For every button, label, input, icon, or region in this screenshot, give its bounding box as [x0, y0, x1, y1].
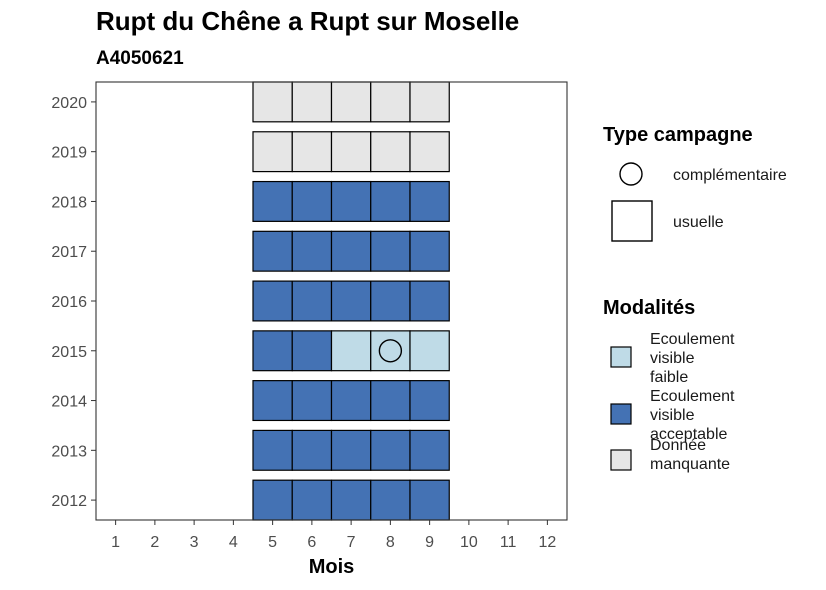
heatmap-cell-2017-6: [291, 230, 333, 272]
heatmap-cell-2017-5: [252, 230, 293, 272]
legend-modality-label-line: faible: [650, 369, 688, 386]
complementary-marker-2015-8: [378, 339, 403, 363]
x-tick-label: 9: [425, 534, 434, 551]
heatmap-cell-2020-8: [370, 81, 411, 123]
heatmap-cell-2013-6: [291, 429, 333, 471]
heatmap-cell-2016-8: [370, 280, 411, 322]
y-axis: 2012 2013 2014 2015 2016 2017 2018 2019 2020: [51, 95, 96, 510]
x-tick-label: 1: [111, 534, 120, 551]
heatmap-cell-2017-9: [409, 230, 450, 272]
legend-campaign-label: usuelle: [673, 214, 724, 231]
y-tick-label: 2017: [51, 244, 87, 261]
heatmap-cell-2014-6: [291, 380, 333, 422]
heatmap-cell-2020-6: [291, 81, 333, 123]
heatmap-cell-2013-7: [330, 429, 372, 471]
legend-modality-label-line: acceptable: [650, 426, 727, 443]
legend-swatch-faible: [610, 346, 632, 368]
x-tick-label: 3: [190, 534, 199, 551]
heatmap-cell-2017-7: [330, 230, 372, 272]
heatmap-cell-2012-8: [370, 479, 411, 521]
y-tick-label: 2019: [51, 145, 87, 162]
heatmap-cell-2016-7: [330, 280, 372, 322]
x-tick-label: 7: [347, 534, 356, 551]
heatmap-cell-2013-5: [252, 429, 293, 471]
heatmap-cell-2019-9: [409, 131, 450, 173]
heatmap-cell-2013-8: [370, 429, 411, 471]
heatmap-cell-2012-6: [291, 479, 333, 521]
heatmap-cell-2015-7: [330, 330, 372, 372]
y-tick-label: 2012: [51, 493, 87, 510]
y-tick-label: 2014: [51, 394, 87, 411]
heatmap-cell-2016-9: [409, 280, 450, 322]
heatmap-cell-2012-9: [409, 479, 450, 521]
legend-modality-label-line: Ecoulement: [650, 331, 735, 348]
heatmap-cell-2018-8: [370, 180, 411, 222]
heatmap-cell-2014-9: [409, 380, 450, 422]
legend-modality-items: Ecoulement visible faible Ecoulement visible…: [610, 331, 735, 473]
x-tick-label: 4: [229, 534, 238, 551]
heatmap-cell-2015-5: [252, 330, 293, 372]
heatmap-cell-2019-6: [291, 131, 333, 173]
heatmap-cell-2016-6: [291, 280, 333, 322]
x-tick-label: 6: [307, 534, 316, 551]
legend-campaign-label: complémentaire: [673, 167, 787, 184]
heatmap-cell-2014-5: [252, 380, 293, 422]
x-tick-label: 12: [538, 534, 556, 551]
x-tick-label: 11: [500, 534, 517, 551]
legend-modality-label-line: Donnée: [650, 437, 706, 454]
heatmap-cell-2020-5: [252, 81, 293, 123]
heatmap-cell-2016-5: [252, 280, 293, 322]
legend-campaign-items: complémentaire usuelle: [611, 162, 787, 242]
x-tick-label: 2: [150, 534, 159, 551]
chart-title: Rupt du Chêne a Rupt sur Moselle: [96, 6, 519, 36]
legend-modality-title: Modalités: [603, 297, 695, 319]
heatmap-cell-2019-5: [252, 131, 293, 173]
heatmap-cell-2018-7: [330, 180, 372, 222]
legend-swatch-acceptable: [610, 403, 632, 425]
heatmap-cell-2017-8: [370, 230, 411, 272]
heatmap-cell-2013-9: [409, 429, 450, 471]
legend: Type campagne complémentaire usuelle Moda…: [603, 124, 787, 473]
x-tick-label: 10: [460, 534, 478, 551]
heatmap-cell-2020-9: [409, 81, 450, 123]
y-tick-label: 2018: [51, 194, 87, 211]
x-tick-label: 8: [386, 534, 395, 551]
legend-circle-key: [619, 162, 643, 186]
y-tick-label: 2020: [51, 95, 87, 112]
chart-subtitle: A4050621: [96, 48, 184, 69]
legend-modality-label-line: Ecoulement: [650, 388, 735, 405]
y-tick-label: 2016: [51, 294, 87, 311]
x-axis-title: Mois: [309, 556, 355, 578]
y-tick-label: 2013: [51, 443, 87, 460]
heatmap-cell-2012-7: [330, 479, 372, 521]
x-tick-label: 5: [268, 534, 277, 551]
heatmap-cell-2018-6: [291, 180, 333, 222]
heatmap-cell-2014-7: [330, 380, 372, 422]
legend-swatch-manquante: [610, 449, 632, 471]
heatmap-cell-2018-9: [409, 180, 450, 222]
cells-layer: [252, 81, 450, 521]
heatmap-cell-2018-5: [252, 180, 293, 222]
x-axis: 1 2 3 4 5 6 7 8 9 10 11 12: [111, 520, 556, 551]
heatmap-cell-2019-8: [370, 131, 411, 173]
heatmap-cell-2012-5: [252, 479, 293, 521]
legend-modality-label-line: manquante: [650, 456, 730, 473]
y-tick-label: 2015: [51, 344, 87, 361]
heatmap-cell-2019-7: [330, 131, 372, 173]
legend-modality-label-line: visible: [650, 407, 695, 424]
legend-square-key: [611, 200, 653, 242]
heatmap-cell-2015-6: [291, 330, 333, 372]
heatmap-cell-2015-9: [409, 330, 450, 372]
legend-campaign-title: Type campagne: [603, 124, 753, 146]
heatmap-cell-2020-7: [330, 81, 372, 123]
legend-modality-label-line: visible: [650, 350, 695, 367]
heatmap-cell-2014-8: [370, 380, 411, 422]
